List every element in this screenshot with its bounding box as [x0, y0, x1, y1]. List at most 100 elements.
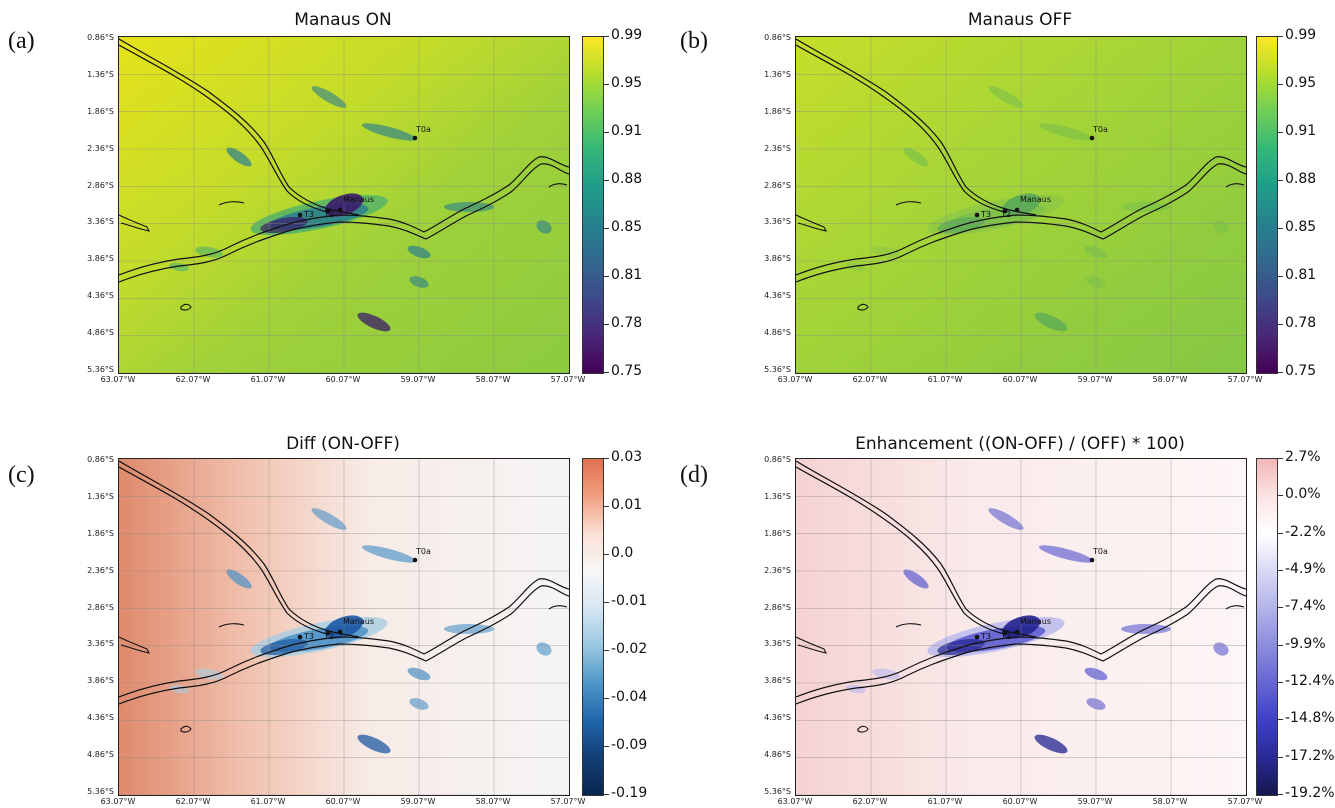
plume-nw: [226, 147, 252, 167]
lat-tick-label: 2.86°S: [764, 180, 791, 190]
panel-letter: (a): [8, 28, 35, 54]
site-dot-manaus: [1014, 207, 1020, 213]
site-label-t2: T2: [323, 210, 334, 219]
lon-tick-label: 63.07°W: [100, 375, 136, 384]
river-path: [119, 466, 328, 635]
colorbar-label: -9.9%: [1285, 635, 1326, 652]
lat-tick-label: 1.86°S: [87, 528, 114, 538]
colorbar-label: -0.19: [611, 785, 648, 801]
lake-outline: [218, 201, 245, 206]
lat-tick-label: 2.86°S: [764, 602, 791, 612]
site-dot-t2: [325, 630, 331, 636]
lat-tick-label: 5.36°S: [764, 365, 791, 374]
grid-lines: [796, 459, 1246, 795]
lat-tick-label: 5.36°S: [87, 787, 114, 796]
plume-sw1: [872, 668, 900, 680]
river-path: [796, 163, 1246, 283]
colorbar-tick: [1278, 756, 1283, 758]
river-path: [119, 156, 569, 276]
river-path: [548, 605, 568, 610]
lon-tick-label: 61.07°W: [250, 375, 286, 384]
lat-tick-label: 1.86°S: [764, 528, 791, 538]
colorbar-tick: [1278, 570, 1283, 571]
site-dot-t2: [325, 208, 331, 214]
map-svg: T0a T3 T2 Manaus: [796, 459, 1246, 795]
lon-tick-label: 57.07°W: [1227, 375, 1263, 384]
river-outlines: [119, 460, 569, 705]
plume-sw1: [195, 668, 223, 680]
plume-sw2: [169, 262, 189, 272]
site-dot-t2: [1002, 208, 1008, 214]
colorbar-tick: [1278, 495, 1283, 497]
river-path: [548, 183, 568, 188]
plume-north: [1038, 123, 1094, 141]
map-svg: T0a T3 T2 Manaus: [119, 37, 569, 373]
lake-outline: [895, 201, 922, 206]
colorbar-tick: [604, 276, 609, 277]
colorbar-tick: [604, 650, 609, 651]
lat-tick-label: 4.36°S: [87, 713, 114, 723]
lake-outline: [180, 303, 192, 311]
colorbar-label: -0.09: [611, 737, 648, 753]
lat-tick-label: 4.36°S: [87, 291, 114, 301]
lon-tick-label: 57.07°W: [550, 375, 586, 384]
lon-tick-label: 62.07°W: [852, 797, 888, 806]
site-label-t0a: T0a: [415, 125, 431, 134]
plume-north: [1038, 545, 1094, 563]
lat-tick-label: 3.86°S: [87, 676, 114, 686]
site-dot-t3: [297, 212, 303, 218]
colorbar-tick: [1278, 719, 1283, 721]
colorbar: [582, 458, 604, 796]
lon-tick-label: 60.07°W: [1002, 797, 1038, 806]
plume-sw2: [169, 684, 189, 694]
plume-north2: [311, 508, 347, 530]
site-markers: T0a T3 T2 Manaus: [297, 547, 431, 641]
lat-tick-label: 3.36°S: [764, 639, 791, 649]
site-label-t3: T3: [303, 210, 314, 219]
lon-tick-label: 62.07°W: [175, 375, 211, 384]
colorbar-label: 0.91: [1285, 123, 1317, 139]
site-label-t0a: T0a: [1092, 547, 1108, 556]
panel-letter: (d): [680, 462, 708, 488]
lat-tick-label: 3.86°S: [764, 254, 791, 264]
site-dot-t2: [1002, 630, 1008, 636]
river-path: [1225, 183, 1245, 188]
colorbar-tick: [1278, 458, 1283, 459]
lat-tick-label: 4.86°S: [764, 750, 791, 760]
panel-title: Enhancement ((ON-OFF) / (OFF) * 100): [855, 434, 1185, 454]
colorbar-tick: [1278, 276, 1283, 277]
colorbar-tick: [1278, 532, 1283, 534]
colorbar-tick: [604, 506, 609, 507]
plume-north2: [988, 86, 1024, 108]
site-markers: T0a T3 T2 Manaus: [297, 125, 431, 219]
site-label-t2: T2: [1000, 210, 1011, 219]
river-path: [119, 585, 569, 705]
plume-nw: [903, 147, 929, 167]
river-path: [796, 156, 1246, 276]
plume-sw1: [872, 246, 900, 258]
site-dot-t0a: [1089, 557, 1095, 563]
site-dot-manaus: [1014, 629, 1020, 635]
lon-tick-label: 59.07°W: [400, 375, 436, 384]
lat-tick-label: 3.36°S: [764, 217, 791, 227]
map-svg: T0a T3 T2 Manaus: [796, 37, 1246, 373]
colorbar-label: 0.78: [611, 315, 643, 331]
lat-tick-label: 3.86°S: [87, 254, 114, 264]
lat-tick-label: 4.86°S: [764, 328, 791, 338]
plume-nw: [903, 569, 929, 589]
site-label-t0a: T0a: [1092, 125, 1108, 134]
lon-tick-label: 58.07°W: [475, 797, 511, 806]
site-label-manaus: Manaus: [343, 195, 374, 204]
lon-tick-label: 60.07°W: [325, 797, 361, 806]
lat-tick-label: 3.36°S: [87, 639, 114, 649]
map-area: T0a T3 T2 Manaus: [118, 458, 570, 796]
lon-tick-label: 58.07°W: [1152, 797, 1188, 806]
colorbar-label: 0.81: [1285, 267, 1317, 283]
site-dot-t3: [974, 634, 980, 640]
panel-title: Manaus OFF: [967, 10, 1073, 30]
map-area: T0a T3 T2 Manaus: [795, 36, 1247, 374]
lake-outline: [857, 303, 869, 311]
colorbar-tick: [604, 746, 609, 747]
colorbar-tick: [1278, 794, 1283, 795]
lat-tick-label: 5.36°S: [87, 365, 114, 374]
